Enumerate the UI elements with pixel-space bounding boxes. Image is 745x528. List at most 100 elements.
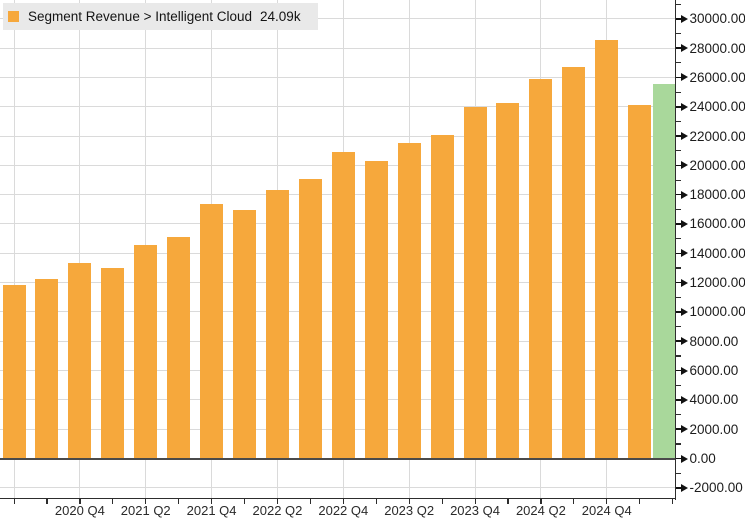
y-axis-tick: 10000.00 bbox=[675, 304, 745, 320]
y-tick-arrow-tail bbox=[675, 428, 681, 430]
y-tick-arrow-icon bbox=[680, 278, 688, 287]
y-axis-tick: -2000.00 bbox=[675, 480, 743, 496]
bar-2022-q3[interactable] bbox=[298, 179, 322, 459]
x-axis-tick bbox=[342, 499, 344, 504]
y-tick-arrow-icon bbox=[680, 73, 688, 82]
y-tick-arrow-tail bbox=[675, 340, 681, 343]
horizontal-gridline bbox=[0, 106, 675, 108]
bar-2024-q1[interactable] bbox=[496, 102, 520, 459]
horizontal-gridline bbox=[0, 76, 675, 78]
x-axis-tick bbox=[79, 499, 81, 504]
y-axis-label: 12000.00 bbox=[689, 275, 745, 291]
legend-series-swatch-icon bbox=[8, 11, 19, 22]
x-axis-tick bbox=[309, 499, 312, 504]
bar-2020-q2[interactable] bbox=[2, 284, 26, 459]
x-axis-tick bbox=[474, 499, 476, 504]
y-tick-arrow-tail bbox=[675, 135, 681, 137]
x-axis-tick bbox=[13, 499, 15, 504]
y-axis-label: -2000.00 bbox=[689, 480, 743, 496]
y-axis-minor-tick bbox=[675, 179, 681, 181]
x-axis-tick bbox=[441, 499, 443, 504]
x-axis-label: 2022 Q4 bbox=[318, 503, 369, 518]
x-axis-tick bbox=[606, 499, 608, 504]
y-axis-label: 8000.00 bbox=[689, 333, 739, 349]
x-axis-label: 2020 Q4 bbox=[54, 503, 105, 518]
bar-2022-q2[interactable] bbox=[265, 189, 289, 459]
bar-2025-q1[interactable] bbox=[628, 105, 652, 459]
y-axis-tick: 6000.00 bbox=[675, 363, 739, 379]
y-axis-label: 4000.00 bbox=[689, 392, 739, 408]
bar-2025-q2[interactable] bbox=[652, 84, 676, 459]
x-axis-tick bbox=[46, 499, 48, 504]
bar-2020-q4[interactable] bbox=[68, 262, 92, 459]
x-axis-tick bbox=[178, 499, 180, 504]
y-axis-label: 0.00 bbox=[689, 451, 716, 466]
legend-series-label: Segment Revenue > Intelligent Cloud bbox=[28, 9, 253, 24]
bar-2024-q4[interactable] bbox=[595, 40, 619, 459]
y-tick-arrow-icon bbox=[680, 190, 688, 199]
y-tick-arrow-icon bbox=[680, 219, 688, 228]
bar-2020-q3[interactable] bbox=[35, 278, 59, 459]
y-tick-arrow-tail bbox=[675, 223, 681, 225]
horizontal-gridline bbox=[0, 47, 675, 49]
revenue-bar-chart-plot[interactable]: 2020 Q4 2021 Q2 2021 Q4 2022 Q2 2022 Q4 2023 … bbox=[0, 0, 677, 528]
bar-2021-q2[interactable] bbox=[134, 244, 158, 459]
y-axis-label: 6000.00 bbox=[689, 363, 739, 379]
bar-2023-q1[interactable] bbox=[364, 160, 388, 459]
y-tick-arrow-tail bbox=[675, 252, 681, 255]
y-tick-arrow-tail bbox=[675, 164, 681, 167]
bar-2023-q2[interactable] bbox=[397, 143, 421, 459]
y-axis-minor-tick bbox=[675, 384, 681, 386]
y-tick-arrow-tail bbox=[675, 281, 681, 284]
y-tick-arrow-icon bbox=[680, 395, 688, 404]
x-axis-tick bbox=[408, 499, 410, 504]
y-axis-label: 10000.00 bbox=[689, 304, 745, 320]
bar-2021-q3[interactable] bbox=[167, 236, 191, 459]
x-axis-tick bbox=[507, 499, 509, 504]
legend[interactable]: Segment Revenue > Intelligent Cloud 24.0… bbox=[3, 3, 318, 30]
x-axis-tick bbox=[276, 499, 279, 504]
y-axis-tick: 26000.00 bbox=[675, 70, 745, 85]
x-axis-label: 2023 Q2 bbox=[384, 503, 435, 518]
bar-2024-q3[interactable] bbox=[562, 67, 586, 459]
bar-2022-q4[interactable] bbox=[331, 152, 355, 459]
y-tick-arrow-icon bbox=[680, 132, 688, 141]
y-axis-minor-tick bbox=[675, 238, 681, 240]
y-tick-arrow-icon bbox=[680, 337, 688, 346]
y-axis-minor-tick bbox=[675, 472, 681, 474]
zero-baseline bbox=[0, 457, 675, 460]
y-axis-label: 2000.00 bbox=[689, 421, 739, 437]
y-tick-arrow-tail bbox=[675, 76, 681, 79]
y-axis-minor-tick bbox=[675, 62, 681, 64]
bar-2023-q4[interactable] bbox=[463, 106, 487, 459]
y-axis-tick: 20000.00 bbox=[675, 158, 745, 173]
y-axis-minor-tick bbox=[675, 120, 681, 123]
y-tick-arrow-tail bbox=[675, 105, 681, 108]
x-axis-tick bbox=[375, 499, 377, 504]
bar-2021-q1[interactable] bbox=[101, 268, 125, 459]
bar-2023-q3[interactable] bbox=[430, 134, 454, 459]
vertical-gridline bbox=[79, 0, 81, 498]
y-axis-minor-tick bbox=[675, 355, 681, 357]
x-axis-label: 2021 Q2 bbox=[120, 503, 171, 518]
x-axis-label: 2024 Q2 bbox=[515, 503, 566, 518]
y-tick-arrow-tail bbox=[675, 47, 681, 49]
y-axis-tick: 18000.00 bbox=[675, 187, 745, 202]
y-axis-minor-tick bbox=[675, 91, 681, 93]
bar-2022-q1[interactable] bbox=[233, 209, 256, 459]
horizontal-gridline bbox=[0, 487, 675, 489]
legend-series-value: 24.09k bbox=[260, 9, 301, 24]
y-axis-tick: 8000.00 bbox=[675, 333, 739, 349]
y-axis-label: 30000.00 bbox=[689, 11, 745, 27]
y-axis-label: 14000.00 bbox=[689, 245, 745, 261]
y-axis-label: 28000.00 bbox=[689, 40, 745, 56]
y-tick-arrow-icon bbox=[680, 366, 688, 375]
y-tick-arrow-icon bbox=[680, 307, 688, 316]
y-axis-line bbox=[674, 0, 677, 500]
bar-2021-q4[interactable] bbox=[200, 203, 224, 459]
bar-2024-q2[interactable] bbox=[529, 79, 553, 459]
horizontal-gridline bbox=[0, 135, 675, 137]
y-axis-minor-tick bbox=[675, 3, 681, 5]
y-axis-label: 24000.00 bbox=[689, 99, 745, 115]
x-axis-label: 2022 Q2 bbox=[252, 503, 303, 518]
